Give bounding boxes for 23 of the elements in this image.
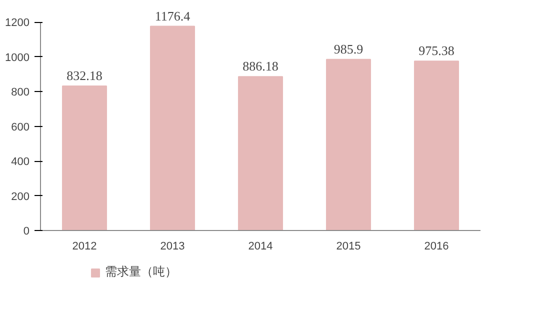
x-tick-label: 2013: [160, 240, 185, 252]
x-tick-label: 2015: [336, 240, 361, 252]
data-label: 975.38: [418, 43, 454, 58]
y-tick-label: 400: [11, 156, 30, 168]
bar: [414, 60, 459, 230]
data-label: 886.18: [242, 58, 278, 74]
data-label: 1176.4: [154, 8, 191, 24]
data-label: 832.18: [66, 68, 102, 84]
data-label: 985.9: [334, 41, 364, 56]
bar: [62, 86, 107, 230]
x-tick-label: 2016: [424, 240, 449, 252]
y-tick-label: 800: [11, 86, 30, 99]
bar: [238, 76, 283, 230]
y-tick-label: 1200: [5, 17, 30, 30]
y-tick-label: 0: [23, 226, 30, 238]
bar: [326, 58, 371, 230]
x-tick-label: 2014: [248, 240, 273, 252]
y-tick-label: 1000: [5, 52, 30, 64]
y-tick-label: 600: [11, 121, 30, 134]
legend-label: 需求量（吨）: [105, 264, 177, 280]
bar: [150, 26, 195, 230]
y-tick-label: 200: [11, 190, 30, 203]
x-tick-label: 2012: [72, 240, 97, 252]
